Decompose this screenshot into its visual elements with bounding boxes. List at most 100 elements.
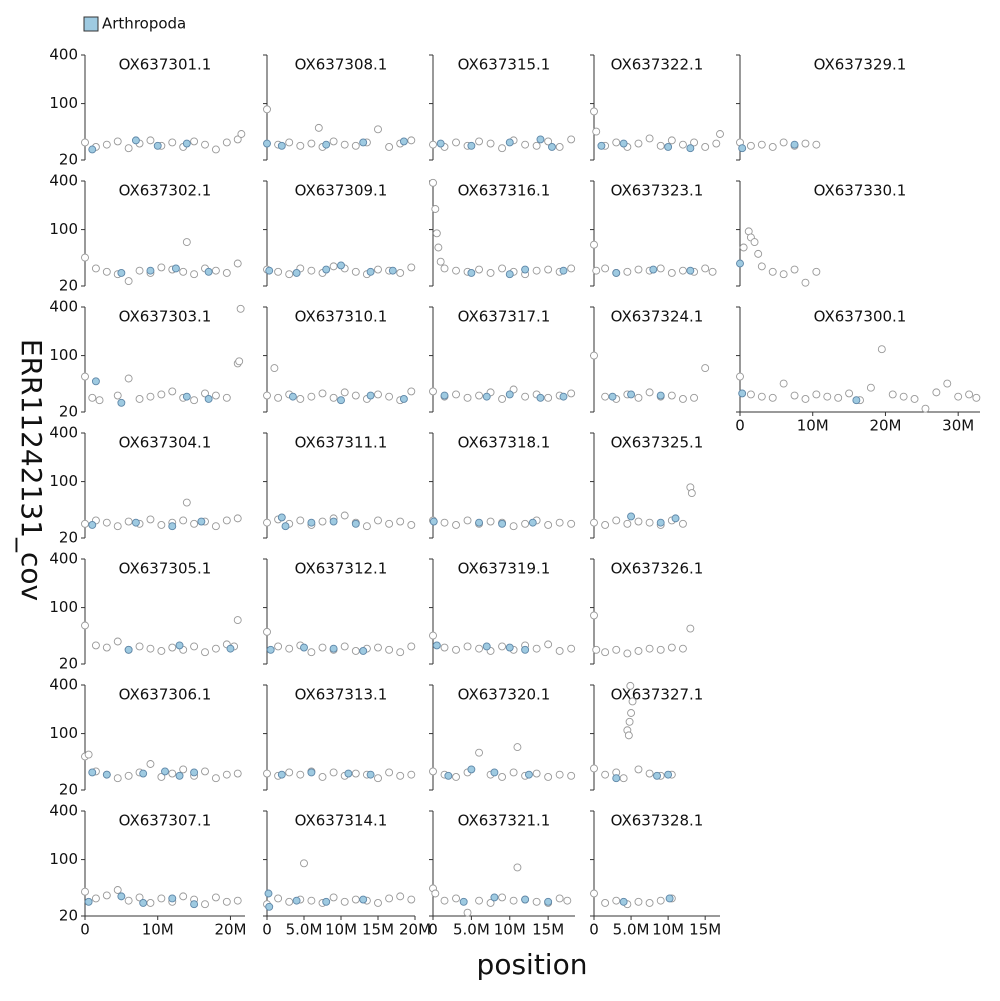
- point: [601, 770, 610, 779]
- point: [738, 389, 747, 398]
- point: [746, 390, 755, 399]
- point: [812, 390, 821, 399]
- point: [436, 139, 445, 148]
- point: [544, 137, 553, 146]
- point: [263, 627, 271, 636]
- point: [779, 270, 788, 279]
- point: [274, 393, 283, 402]
- point: [135, 266, 144, 275]
- y-tick-label: 20: [59, 655, 78, 673]
- point: [168, 643, 177, 652]
- point: [211, 391, 220, 400]
- point: [486, 139, 495, 148]
- point: [834, 393, 843, 402]
- x-tick-label: 10M: [325, 921, 357, 939]
- x-tick-label: 0: [428, 921, 438, 939]
- point: [634, 897, 643, 906]
- point: [385, 645, 394, 654]
- point: [634, 265, 643, 274]
- point: [757, 392, 766, 401]
- point: [340, 511, 349, 520]
- point: [201, 140, 209, 149]
- point: [567, 135, 576, 144]
- point: [362, 522, 371, 531]
- point: [687, 489, 696, 498]
- point: [555, 770, 564, 779]
- point: [222, 770, 231, 779]
- point: [146, 760, 155, 768]
- point: [567, 644, 576, 653]
- point: [544, 393, 553, 402]
- point: [505, 390, 514, 399]
- point: [513, 863, 522, 872]
- point: [179, 516, 188, 525]
- point: [168, 387, 177, 396]
- point: [653, 771, 661, 780]
- point: [264, 889, 273, 898]
- point: [690, 393, 699, 402]
- point: [467, 141, 476, 150]
- point: [656, 391, 665, 400]
- point: [482, 392, 491, 401]
- point: [168, 138, 177, 147]
- panel-title: OX637302.1: [119, 182, 212, 200]
- point: [139, 899, 148, 907]
- point: [113, 886, 122, 894]
- point: [201, 648, 209, 657]
- point: [102, 891, 111, 900]
- point: [113, 391, 122, 400]
- point: [459, 897, 468, 906]
- point: [396, 648, 405, 657]
- point: [113, 774, 122, 783]
- point: [168, 769, 177, 778]
- point: [475, 644, 484, 653]
- point: [340, 642, 349, 651]
- point: [434, 243, 443, 252]
- x-tick-label: 0: [80, 921, 90, 939]
- y-tick-label: 20: [59, 277, 78, 295]
- point: [467, 269, 476, 277]
- point: [117, 269, 126, 277]
- point: [296, 516, 305, 525]
- y-tick-label: 100: [49, 850, 78, 868]
- point: [612, 138, 621, 147]
- point: [329, 768, 338, 777]
- point: [716, 130, 724, 138]
- point: [667, 269, 676, 277]
- point: [532, 769, 541, 778]
- point: [399, 137, 408, 146]
- point: [667, 643, 676, 652]
- point: [201, 900, 209, 909]
- point: [463, 393, 472, 402]
- point: [277, 770, 286, 779]
- point: [475, 391, 484, 400]
- point: [88, 768, 97, 777]
- point: [627, 709, 636, 717]
- point: [399, 395, 408, 403]
- point: [559, 266, 568, 275]
- point: [667, 136, 676, 145]
- point: [899, 392, 908, 401]
- point: [281, 522, 290, 531]
- point: [623, 267, 632, 276]
- y-tick-label: 20: [59, 529, 78, 547]
- point: [678, 266, 687, 275]
- point: [544, 897, 553, 906]
- x-tick-label: 10M: [142, 921, 174, 939]
- point: [623, 649, 632, 658]
- panel-title: OX637311.1: [295, 434, 388, 452]
- point: [307, 518, 316, 527]
- point: [182, 238, 191, 247]
- point: [544, 521, 553, 529]
- point: [590, 518, 598, 527]
- point: [656, 645, 665, 654]
- point: [157, 521, 166, 529]
- point: [475, 748, 484, 757]
- point: [277, 513, 286, 522]
- panel-title: OX637309.1: [295, 182, 388, 200]
- point: [329, 644, 338, 653]
- point: [779, 379, 788, 388]
- point: [296, 395, 305, 403]
- point: [486, 269, 495, 277]
- point: [190, 396, 199, 405]
